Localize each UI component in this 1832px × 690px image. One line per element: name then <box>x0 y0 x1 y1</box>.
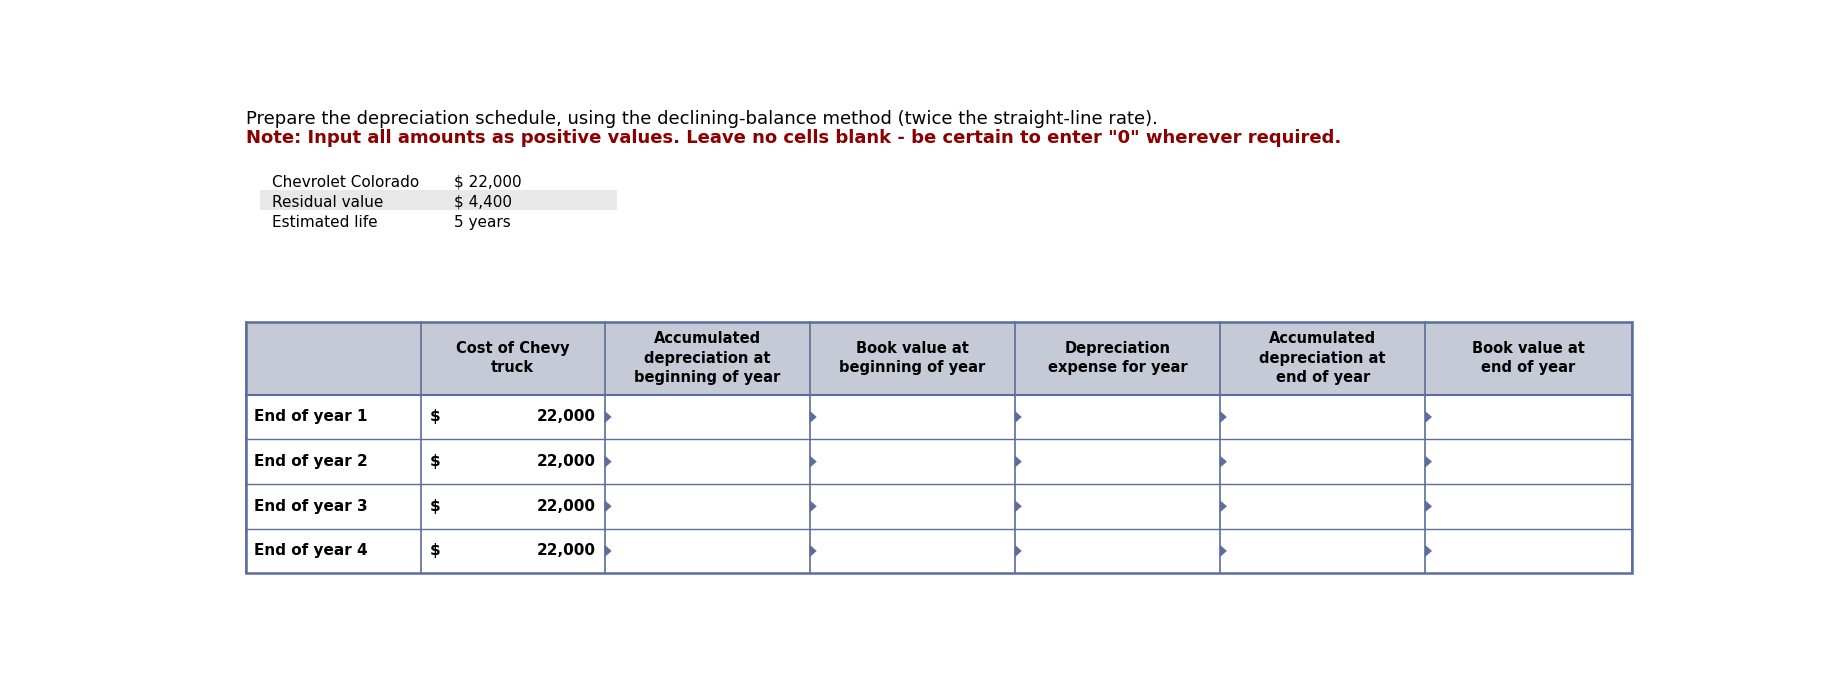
Polygon shape <box>1220 501 1226 512</box>
Bar <box>245 484 1632 529</box>
Bar <box>245 529 1632 573</box>
Text: 22,000: 22,000 <box>537 544 595 558</box>
Polygon shape <box>1015 501 1020 512</box>
Polygon shape <box>605 546 612 556</box>
Polygon shape <box>1015 456 1020 467</box>
Polygon shape <box>810 546 817 556</box>
Bar <box>245 395 1632 440</box>
Polygon shape <box>1015 546 1020 556</box>
Polygon shape <box>1425 412 1431 422</box>
Polygon shape <box>1015 412 1020 422</box>
Text: End of year 3: End of year 3 <box>255 499 368 514</box>
Polygon shape <box>810 456 817 467</box>
Text: Depreciation
expense for year: Depreciation expense for year <box>1048 341 1187 375</box>
Text: 5 years: 5 years <box>454 215 511 230</box>
Text: Book value at
beginning of year: Book value at beginning of year <box>839 341 986 375</box>
Polygon shape <box>1425 546 1431 556</box>
Polygon shape <box>1220 412 1226 422</box>
Bar <box>245 322 1632 395</box>
Polygon shape <box>605 412 612 422</box>
Bar <box>245 322 1632 573</box>
Text: Prepare the depreciation schedule, using the declining-balance method (twice the: Prepare the depreciation schedule, using… <box>245 110 1158 128</box>
Polygon shape <box>1220 546 1226 556</box>
Text: 22,000: 22,000 <box>537 409 595 424</box>
Text: Residual value: Residual value <box>271 195 383 210</box>
Polygon shape <box>605 456 612 467</box>
Text: $ 22,000: $ 22,000 <box>454 175 522 190</box>
Text: $: $ <box>431 499 440 514</box>
Text: Cost of Chevy
truck: Cost of Chevy truck <box>456 341 570 375</box>
Polygon shape <box>1425 501 1431 512</box>
Text: Note: Input all amounts as positive values. Leave no cells blank - be certain to: Note: Input all amounts as positive valu… <box>245 129 1341 147</box>
Text: 22,000: 22,000 <box>537 454 595 469</box>
Text: End of year 4: End of year 4 <box>255 544 368 558</box>
Text: Estimated life: Estimated life <box>271 215 377 230</box>
Polygon shape <box>1425 456 1431 467</box>
Text: 22,000: 22,000 <box>537 499 595 514</box>
Text: Book value at
end of year: Book value at end of year <box>1473 341 1585 375</box>
Text: Accumulated
depreciation at
end of year: Accumulated depreciation at end of year <box>1259 331 1387 386</box>
Text: End of year 1: End of year 1 <box>255 409 366 424</box>
Text: $: $ <box>431 544 440 558</box>
Polygon shape <box>605 501 612 512</box>
Bar <box>260 190 617 210</box>
Bar <box>245 440 1632 484</box>
Polygon shape <box>810 501 817 512</box>
Text: $: $ <box>431 454 440 469</box>
Text: End of year 2: End of year 2 <box>255 454 368 469</box>
Polygon shape <box>810 412 817 422</box>
Text: $ 4,400: $ 4,400 <box>454 195 511 210</box>
Text: Chevrolet Colorado: Chevrolet Colorado <box>271 175 420 190</box>
Text: $: $ <box>431 409 440 424</box>
Polygon shape <box>1220 456 1226 467</box>
Text: Accumulated
depreciation at
beginning of year: Accumulated depreciation at beginning of… <box>634 331 780 386</box>
